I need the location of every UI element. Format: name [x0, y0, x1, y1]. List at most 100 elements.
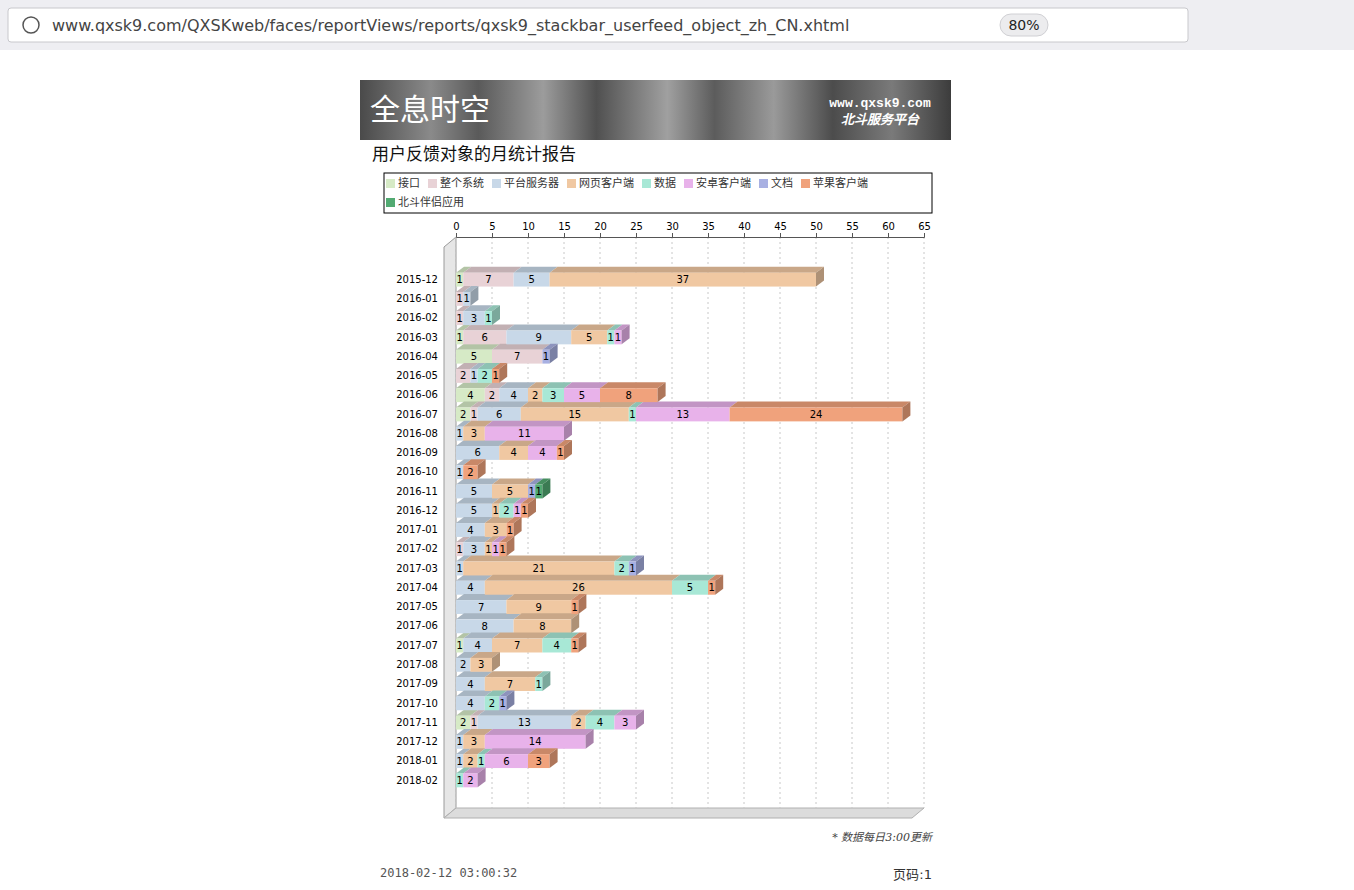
y-tick: 2017-02	[396, 543, 444, 554]
bar-segment	[456, 427, 463, 441]
bar-segment	[463, 562, 614, 576]
zoom-text[interactable]: 80%	[1008, 17, 1039, 33]
data-label: 13	[676, 409, 689, 420]
bar-top-face	[485, 671, 543, 677]
bar-segment	[492, 639, 542, 653]
bar-segment	[571, 600, 578, 614]
bar-segment	[456, 754, 463, 768]
data-label: 1	[629, 563, 635, 574]
data-label: 1	[456, 736, 462, 747]
browser-bar: www.qxsk9.com/QXSKweb/faces/reportViews/…	[0, 0, 1354, 50]
y-axis: 2015-122016-012016-022016-032016-042016-…	[396, 274, 444, 786]
banner-title: 全息时空	[370, 92, 490, 127]
grid-line	[816, 237, 817, 808]
legend-label: 整个系统	[440, 176, 484, 190]
bar-segment	[478, 408, 521, 422]
zoom-pill[interactable]	[1000, 14, 1048, 36]
bar-segment	[485, 735, 586, 749]
data-label: 14	[529, 736, 542, 747]
bar-segment	[528, 754, 550, 768]
bar-segment	[499, 446, 528, 460]
info-icon[interactable]	[23, 17, 39, 33]
y-tick: 2017-11	[396, 717, 444, 728]
y-tick: 2018-01	[396, 755, 444, 766]
data-label: 3	[492, 525, 498, 536]
x-tick-mark	[708, 233, 709, 237]
data-label: 7	[514, 351, 520, 362]
x-tick-label: 5	[489, 221, 495, 232]
data-label: 2	[460, 717, 466, 728]
y-tick-label: 2017-08	[396, 659, 438, 670]
data-label: 1	[485, 544, 491, 555]
grid-line	[708, 237, 709, 808]
bar-side-face	[550, 748, 558, 768]
x-tick: 35	[702, 221, 715, 237]
chart-title: 用户反馈对象的月统计报告	[372, 144, 576, 164]
x-tick-label: 20	[594, 221, 607, 232]
bar-segment	[528, 446, 557, 460]
bar-segment	[478, 754, 485, 768]
bar-side-face	[514, 517, 522, 537]
bar-segment	[485, 427, 564, 441]
bar-segment	[463, 735, 485, 749]
bar-top-face	[506, 594, 579, 600]
y-tick: 2016-03	[396, 332, 444, 343]
bar-segment	[456, 408, 470, 422]
data-label: 24	[810, 409, 823, 420]
bar-side-face	[506, 690, 514, 710]
x-tick-label: 45	[774, 221, 787, 232]
url-text[interactable]: www.qxsk9.com/QXSKweb/faces/reportViews/…	[52, 16, 849, 36]
bar-segment	[571, 639, 578, 653]
y-tick-label: 2017-09	[396, 678, 438, 689]
banner-bg	[360, 80, 951, 140]
bar-side-face	[622, 324, 630, 344]
bar-segment	[636, 408, 730, 422]
data-label: 5	[507, 486, 513, 497]
data-label: 7	[485, 274, 491, 285]
data-label: 1	[471, 409, 477, 420]
data-label: 2	[503, 505, 509, 516]
bar-segment	[535, 485, 542, 499]
bar-side-face	[499, 363, 507, 383]
data-label: 1	[456, 544, 462, 555]
legend-item: 接口	[386, 177, 420, 190]
data-label: 1	[456, 467, 462, 478]
data-label: 6	[503, 756, 509, 767]
update-note: * 数据每日3:00更新	[832, 831, 934, 844]
legend-swatch	[567, 179, 576, 188]
bar-segment	[514, 504, 521, 518]
data-label: 2	[460, 659, 466, 670]
data-label: 2	[618, 563, 624, 574]
y-tick-label: 2017-10	[396, 698, 438, 709]
bar-segment	[463, 639, 492, 653]
bar-segment	[463, 273, 513, 287]
data-label: 1	[492, 505, 498, 516]
data-label: 1	[456, 428, 462, 439]
y-tick-label: 2016-12	[396, 505, 438, 516]
y-tick: 2016-12	[396, 505, 444, 516]
y-tick: 2017-05	[396, 601, 444, 612]
bar-segment	[614, 562, 628, 576]
data-label: 3	[471, 544, 477, 555]
url-box[interactable]	[8, 8, 1188, 42]
data-label: 8	[482, 621, 488, 632]
data-label: 1	[521, 505, 527, 516]
bar-side-face	[564, 440, 572, 460]
bar-segment	[463, 465, 477, 479]
bar-top-face	[636, 402, 738, 408]
x-tick: 20	[594, 221, 607, 237]
y-tick: 2016-08	[396, 428, 444, 439]
data-label: 1	[456, 313, 462, 324]
bar-segment	[499, 388, 528, 402]
data-label: 3	[550, 390, 556, 401]
bar-segment	[470, 658, 492, 672]
bar-segment	[485, 754, 528, 768]
bar-segment	[456, 696, 485, 710]
bar-segment	[456, 465, 463, 479]
data-label: 26	[572, 582, 585, 593]
y-tick-label: 2016-03	[396, 332, 438, 343]
data-label: 4	[474, 640, 480, 651]
bar-segment	[564, 388, 600, 402]
bar-segment	[456, 735, 463, 749]
bar-top-face	[463, 267, 521, 273]
